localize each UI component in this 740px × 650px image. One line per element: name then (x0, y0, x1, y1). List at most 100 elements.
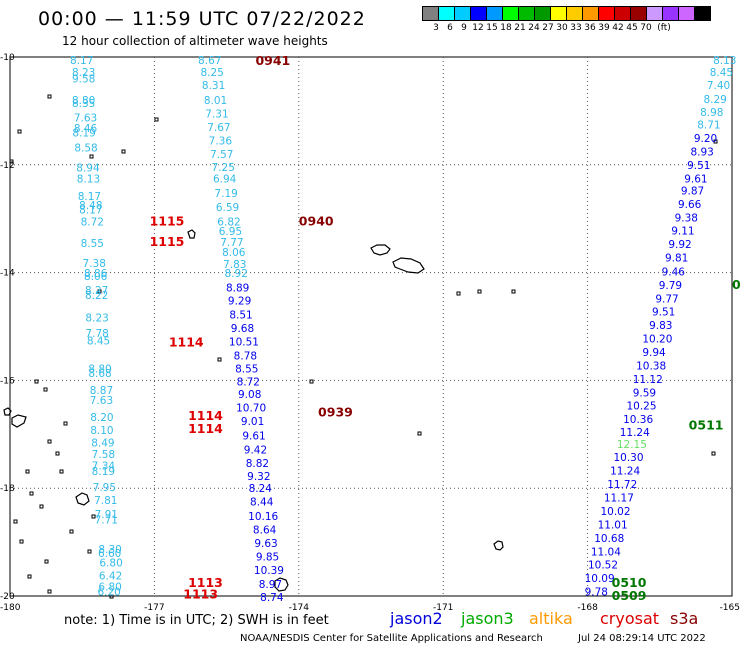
swh-value: 10.16 (248, 511, 278, 523)
map-grid (9, 56, 733, 597)
swh-value: 8.89 (226, 283, 249, 295)
credit-line: NOAA/NESDIS Center for Satellite Applica… (240, 633, 543, 644)
swh-value: 8.45 (87, 336, 110, 348)
swh-value: 8.87 (90, 385, 113, 397)
swh-value: 9.61 (684, 173, 707, 185)
swh-value: 8.17 (79, 205, 102, 217)
swh-value: 8.35 (72, 98, 95, 110)
swh-value: 12.15 (617, 439, 647, 451)
legend-label-7: 24 (528, 23, 540, 33)
pass-time-label: 0940 (299, 213, 334, 228)
swh-value: 7.81 (94, 495, 117, 507)
satellite-altika: altika (529, 609, 573, 628)
islet-mark (29, 491, 34, 496)
swh-value: 9.59 (633, 387, 656, 399)
swh-value: 7.71 (95, 514, 118, 526)
islet-mark (309, 379, 314, 384)
islet-mark (154, 117, 159, 122)
swh-value: 8.72 (81, 216, 104, 228)
legend-label-3: 12 (472, 23, 484, 33)
islet-mark (97, 289, 102, 294)
islet-mark (39, 504, 44, 509)
swh-value: 8.51 (229, 310, 252, 322)
swh-value: 7.95 (93, 482, 116, 494)
swh-value: 7.38 (83, 258, 106, 270)
axis-tick-labels: -180 -177 -174 -171 -168 -165 -10 -12 -14 -16 -18 -… (0, 53, 740, 613)
x-tick-label: -165 (720, 603, 740, 613)
swh-value: 7.57 (210, 149, 233, 161)
islet-mark (47, 439, 52, 444)
islet-mark (217, 357, 222, 362)
legend-label-6: 21 (514, 23, 526, 33)
swh-value: 8.27 (85, 285, 108, 297)
pass-time-label: 1113 (183, 586, 218, 601)
swh-value: 8.68 (88, 368, 111, 380)
swh-value: 10.38 (636, 360, 666, 372)
island-outline (493, 540, 504, 551)
swh-value: 10.02 (600, 506, 630, 518)
swh-value: 8.74 (260, 592, 284, 604)
island-outline (370, 244, 391, 256)
islet-mark (44, 559, 49, 564)
swh-value: 9.51 (687, 160, 710, 172)
swh-value: 6.20 (97, 587, 120, 599)
swh-value: 9.85 (256, 552, 279, 564)
swh-value: 6.94 (213, 173, 237, 185)
legend-label-13: 42 (612, 23, 624, 33)
swh-value: 9.29 (228, 296, 251, 308)
land-outlines (3, 94, 718, 599)
y-tick-label: -20 (0, 592, 15, 602)
swh-value: 9.11 (671, 226, 694, 238)
islet-mark (25, 469, 30, 474)
islet-mark (69, 529, 74, 534)
legend-swatches (422, 6, 711, 21)
legend-label-1: 6 (447, 23, 453, 33)
swh-value: 9.42 (244, 444, 267, 456)
pass-time-label: 1115 (150, 234, 185, 249)
swh-value: 6.80 (99, 558, 122, 570)
islet-mark (17, 129, 22, 134)
swh-value: 6.80 (98, 581, 121, 593)
swh-value: 8.29 (703, 94, 726, 106)
swh-value: 9.77 (655, 293, 678, 305)
islet-mark (87, 549, 92, 554)
swh-value: 11.01 (598, 519, 628, 531)
pass-time-label: 0941 (255, 53, 290, 68)
swh-value: 9.94 (642, 347, 666, 359)
generation-timestamp: Jul 24 08:29:14 UTC 2022 (578, 633, 706, 644)
pass-time-label: 0512 (732, 277, 740, 292)
swh-value: 8.94 (76, 162, 100, 174)
swh-value: 7.58 (92, 449, 115, 461)
swh-value: 10.30 (613, 452, 643, 464)
swh-value: 8.19 (72, 127, 95, 139)
island-outline (187, 229, 196, 239)
pass-time-label: 1114 (169, 335, 204, 350)
swh-value: 9.68 (231, 323, 254, 335)
swh-value: 8.23 (85, 312, 108, 324)
legend-label-12: 39 (598, 23, 610, 33)
swh-value: 10.68 (594, 533, 624, 545)
islet-mark (43, 387, 48, 392)
y-tick-label: -14 (0, 269, 15, 279)
swh-value: 10.36 (623, 414, 653, 426)
swh-value: 9.51 (652, 306, 675, 318)
satellite-cryosat: cryosat (600, 609, 660, 628)
islet-mark (55, 451, 60, 456)
swh-value: 8.78 (234, 351, 257, 363)
swh-value: 11.24 (620, 427, 650, 439)
swh-value: 8.06 (84, 271, 108, 283)
islet-mark (713, 139, 718, 144)
islet-mark (34, 379, 39, 384)
pass-time-label: 0509 (612, 588, 647, 603)
pass-time-label: 1114 (188, 421, 223, 436)
swh-value: 8.17 (78, 191, 101, 203)
satellite-s3a: s3a (670, 609, 699, 628)
swh-value: 8.45 (710, 67, 733, 79)
swh-value: 9.20 (694, 133, 717, 145)
island-outline (75, 492, 90, 506)
legend-label-5: 18 (500, 23, 512, 33)
swh-value: 11.12 (633, 374, 663, 386)
legend-label-8: 27 (542, 23, 554, 33)
swh-value: 8.55 (235, 364, 258, 376)
